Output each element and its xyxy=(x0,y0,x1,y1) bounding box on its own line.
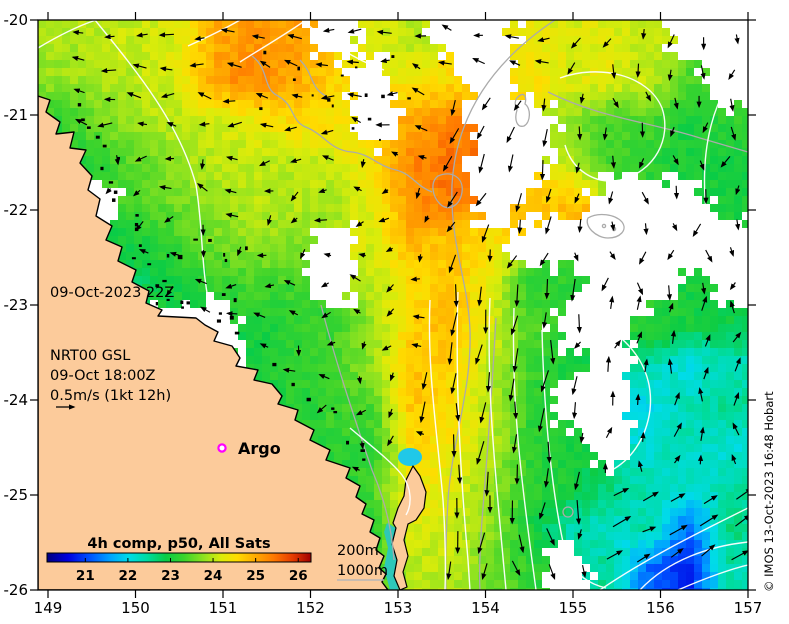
argo-float-marker xyxy=(217,443,227,453)
sea-level-contours xyxy=(38,20,748,590)
x-tick-label: 153 xyxy=(384,599,413,617)
colorbar-tick-label: 26 xyxy=(289,568,308,584)
y-tick-label: -26 xyxy=(4,581,29,599)
colorbar-tick-label: 21 xyxy=(76,568,95,584)
depth-200m-label: 200m xyxy=(337,543,379,559)
island-specks xyxy=(77,50,411,461)
x-tick-label: 156 xyxy=(646,599,675,617)
model-time-label: 09-Oct 18:00Z xyxy=(50,368,156,384)
great-sandy-strait-water xyxy=(384,523,399,590)
coastal-cyan-patch xyxy=(398,448,422,466)
x-tick-label: 151 xyxy=(209,599,238,617)
x-tick-label: 152 xyxy=(296,599,325,617)
current-vectors xyxy=(71,24,748,581)
colorbar: 4h comp, p50, All Sats 21 22 23 24 25 26 xyxy=(46,536,312,584)
y-tick-label: -20 xyxy=(4,11,29,29)
colorbar-tick-label: 23 xyxy=(161,568,180,584)
colorbar-gradient-bar xyxy=(46,552,312,563)
x-tick-label: 154 xyxy=(471,599,500,617)
vector-scale-label: 0.5m/s (1kt 12h) xyxy=(50,388,171,404)
y-tick-label: -23 xyxy=(4,296,29,314)
colorbar-tick-label: 25 xyxy=(246,568,265,584)
x-tick-label: 157 xyxy=(734,599,763,617)
argo-label: Argo xyxy=(238,439,281,458)
model-name-label: NRT00 GSL xyxy=(50,348,130,364)
copyright-label: © IMOS 13-Oct-2023 16:48 Hobart xyxy=(762,391,776,592)
y-axis: -20 -21 -22 -23 -24 -25 -26 xyxy=(4,11,756,599)
colorbar-tick-label: 22 xyxy=(119,568,138,584)
x-tick-label: 155 xyxy=(559,599,588,617)
x-tick-label: 150 xyxy=(121,599,150,617)
date-label: 09-Oct-2023 22Z xyxy=(50,285,174,301)
mainland-coastline xyxy=(38,95,389,590)
depth-1000m-label: 1000m xyxy=(337,563,388,579)
y-tick-label: -22 xyxy=(4,201,29,219)
fraser-island xyxy=(391,465,427,590)
colorbar-ticks: 21 22 23 24 25 26 xyxy=(76,558,308,584)
colorbar-title: 4h comp, p50, All Sats xyxy=(87,536,270,552)
y-tick-label: -25 xyxy=(4,486,29,504)
colorbar-tick-label: 24 xyxy=(204,568,223,584)
y-tick-label: -21 xyxy=(4,106,29,124)
x-tick-label: 149 xyxy=(34,599,63,617)
y-tick-label: -24 xyxy=(4,391,29,409)
x-axis: 149 150 151 152 153 154 155 156 157 xyxy=(34,12,763,617)
